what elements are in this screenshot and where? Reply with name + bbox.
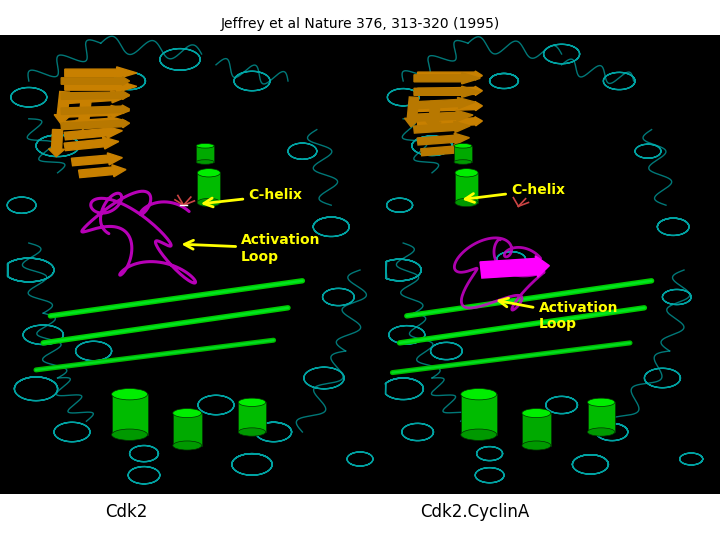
FancyArrow shape [418, 86, 482, 96]
Ellipse shape [112, 388, 148, 400]
Bar [0, 35, 720, 494]
Ellipse shape [454, 144, 472, 148]
Ellipse shape [522, 409, 551, 417]
FancyArrow shape [65, 67, 137, 79]
FancyArrow shape [418, 71, 482, 80]
FancyArrow shape [65, 105, 130, 118]
FancyArrow shape [426, 102, 441, 130]
FancyBboxPatch shape [196, 146, 215, 162]
Ellipse shape [522, 441, 551, 450]
Ellipse shape [197, 168, 220, 177]
Text: Jeffrey et al Nature 376, 313-320 (1995): Jeffrey et al Nature 376, 313-320 (1995) [220, 17, 500, 31]
Ellipse shape [238, 398, 266, 407]
Text: Cdk2.CyclinA: Cdk2.CyclinA [420, 503, 530, 521]
FancyBboxPatch shape [455, 173, 478, 202]
FancyArrow shape [418, 102, 482, 111]
FancyArrow shape [405, 97, 419, 127]
Ellipse shape [197, 198, 220, 207]
FancyArrow shape [65, 80, 137, 92]
Text: Activation
Loop: Activation Loop [184, 233, 320, 264]
FancyArrow shape [54, 91, 71, 124]
FancyArrow shape [418, 117, 482, 127]
FancyArrow shape [78, 165, 126, 178]
FancyBboxPatch shape [197, 173, 220, 202]
Text: Cdk2: Cdk2 [105, 503, 147, 521]
FancyBboxPatch shape [112, 394, 148, 435]
FancyArrow shape [64, 137, 119, 151]
Ellipse shape [588, 398, 615, 407]
FancyArrow shape [64, 126, 122, 140]
FancyArrow shape [413, 122, 470, 133]
FancyBboxPatch shape [588, 402, 615, 432]
FancyArrow shape [414, 86, 480, 97]
FancyBboxPatch shape [461, 394, 497, 435]
Ellipse shape [112, 429, 148, 441]
Text: Activation
Loop: Activation Loop [499, 298, 618, 331]
FancyArrow shape [64, 91, 130, 104]
Text: C-helix: C-helix [465, 183, 565, 202]
Ellipse shape [455, 168, 478, 177]
Ellipse shape [588, 428, 615, 436]
FancyBboxPatch shape [522, 413, 551, 446]
FancyArrow shape [480, 256, 549, 278]
Ellipse shape [173, 409, 202, 417]
Ellipse shape [455, 198, 478, 207]
FancyArrow shape [417, 133, 469, 145]
FancyArrow shape [414, 110, 473, 122]
FancyArrow shape [61, 105, 130, 114]
FancyArrow shape [414, 73, 480, 84]
Ellipse shape [238, 428, 266, 436]
FancyArrow shape [76, 97, 92, 130]
Ellipse shape [196, 144, 215, 148]
Ellipse shape [173, 441, 202, 450]
FancyArrow shape [61, 77, 130, 85]
FancyArrow shape [48, 130, 65, 157]
FancyArrow shape [420, 144, 468, 156]
Text: C-helix: C-helix [204, 188, 302, 207]
FancyArrow shape [61, 119, 130, 130]
Ellipse shape [461, 429, 497, 441]
Ellipse shape [461, 388, 497, 400]
FancyBboxPatch shape [238, 402, 266, 432]
Ellipse shape [454, 160, 472, 164]
FancyBboxPatch shape [454, 146, 472, 162]
FancyArrow shape [61, 91, 130, 99]
FancyBboxPatch shape [173, 413, 202, 446]
FancyArrow shape [71, 153, 122, 166]
Ellipse shape [196, 160, 215, 164]
FancyArrow shape [64, 116, 126, 129]
FancyArrow shape [414, 97, 475, 109]
